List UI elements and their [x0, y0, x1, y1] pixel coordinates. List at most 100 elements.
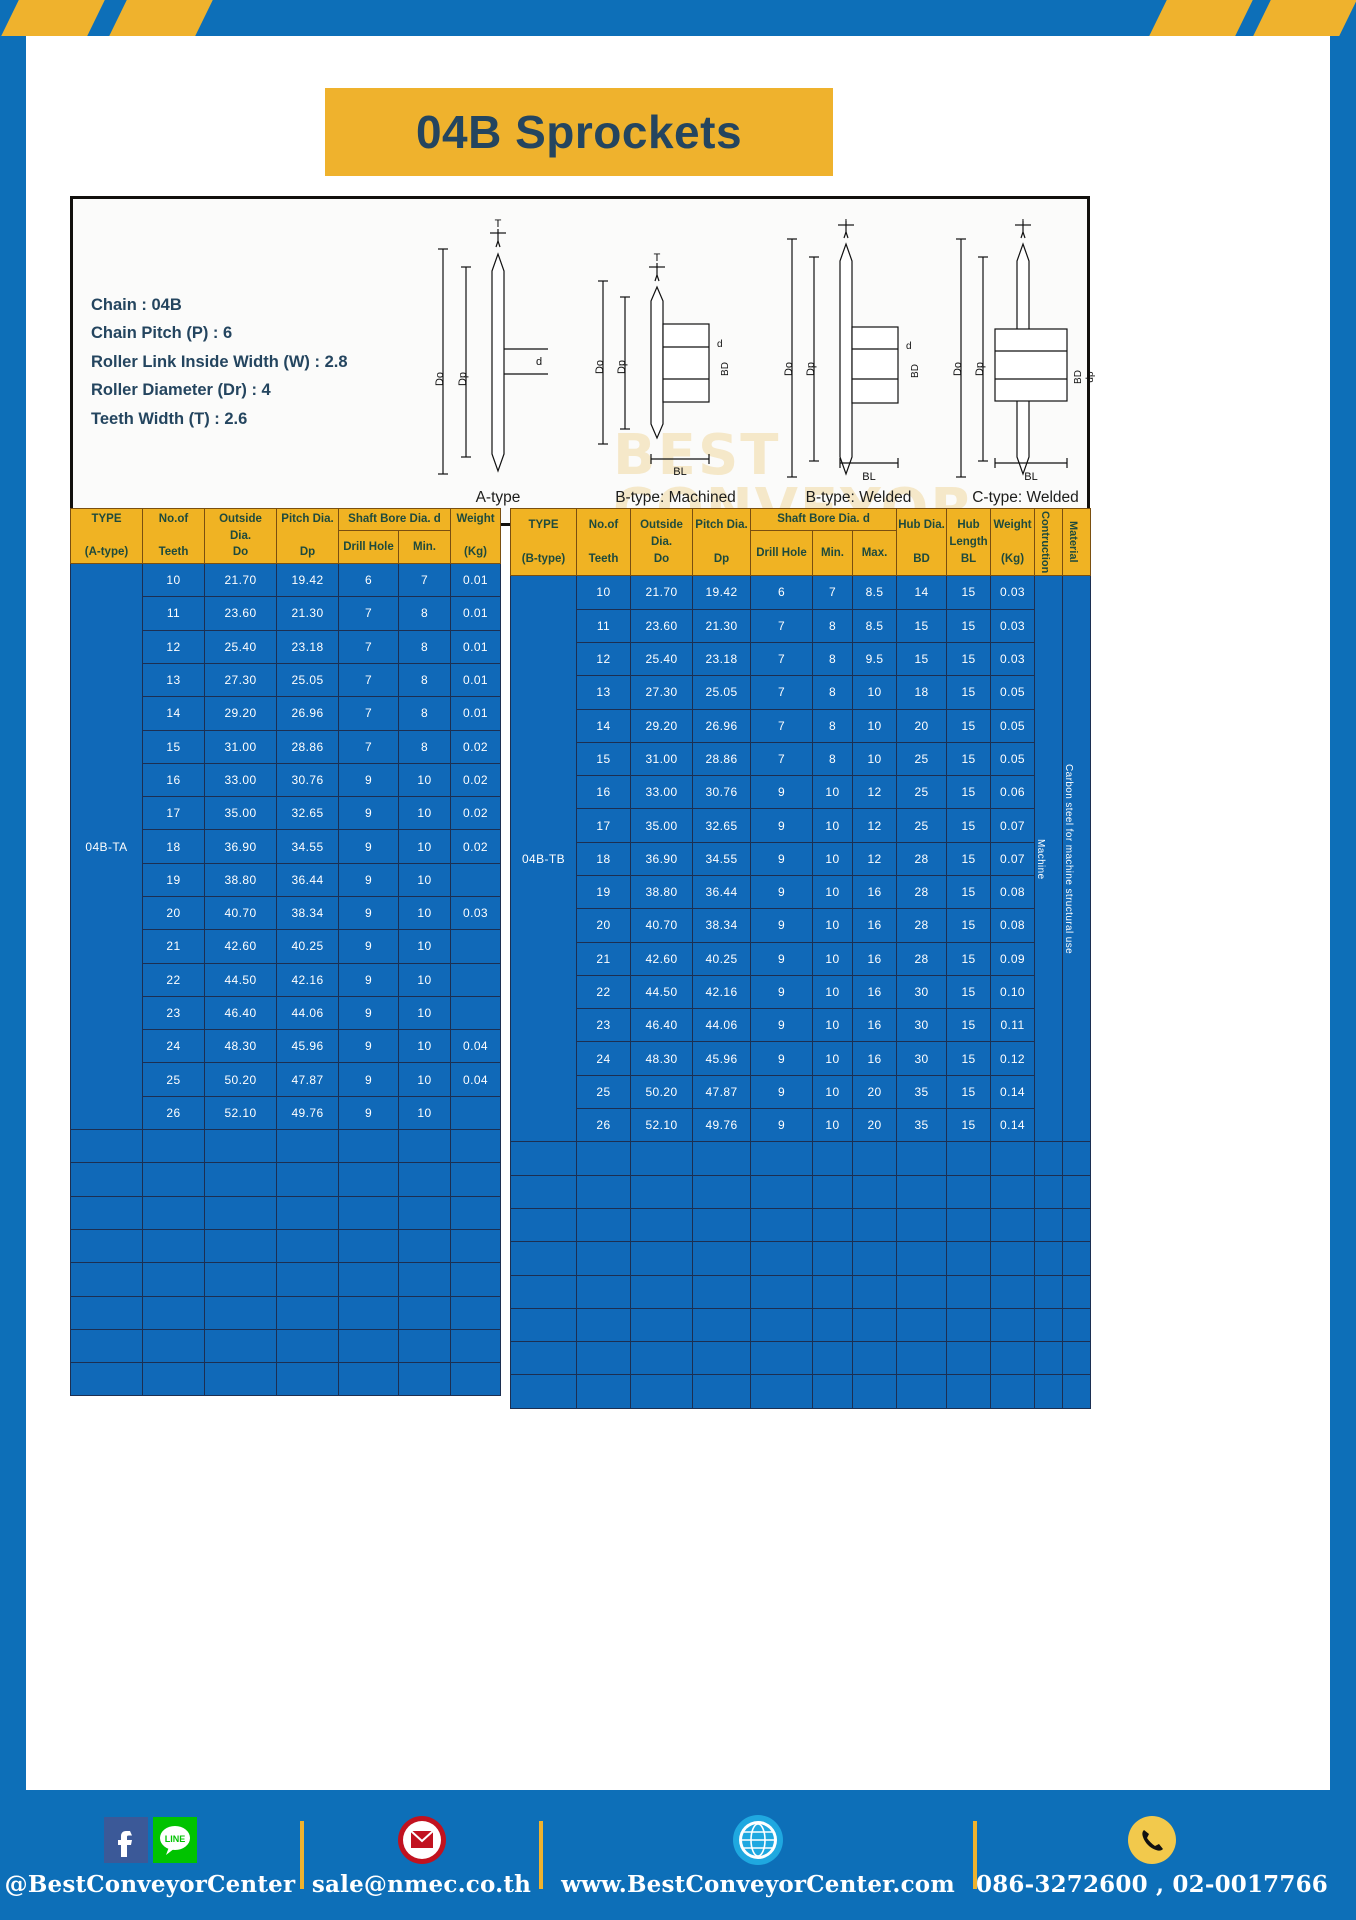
email-icon[interactable]	[396, 1814, 448, 1866]
cell-weight: 0.03	[990, 575, 1036, 610]
empty-cell	[630, 1374, 693, 1409]
spec-line: Teeth Width (T) : 2.6	[91, 409, 248, 428]
footer-item-social[interactable]: LINE @BestConveyorCenter	[0, 1813, 300, 1898]
cell-weight: 0.03	[990, 608, 1036, 643]
footer-divider	[300, 1821, 304, 1889]
cell-teeth: 19	[576, 874, 631, 910]
cell-min-: 10	[812, 874, 853, 910]
diagram-b-type-welded: Do Dp d BD T BL	[783, 219, 921, 483]
svg-text:T: T	[495, 219, 502, 230]
cell-drill-hole: 7	[750, 708, 813, 743]
empty-cell	[946, 1341, 992, 1376]
cell-bd: 35	[896, 1108, 948, 1143]
empty-cell	[812, 1241, 853, 1276]
svg-text:BD: BD	[910, 364, 921, 378]
th-teeth: No.of Teeth	[576, 507, 631, 577]
cell-dp: 38.34	[692, 908, 751, 943]
cell-bl: 15	[946, 641, 992, 677]
footer-item-phone[interactable]: 086-3272600 , 02-0017766	[976, 1813, 1328, 1898]
cell-bl: 15	[946, 575, 992, 610]
cell-drill-hole: 9	[750, 1041, 813, 1076]
facebook-icon[interactable]	[103, 1816, 148, 1863]
spec-line: Chain Pitch (P) : 6	[91, 324, 233, 343]
cell-bd: 25	[896, 741, 948, 777]
empty-cell	[276, 1262, 339, 1297]
empty-cell	[946, 1207, 992, 1243]
diagram-caption: A-type	[475, 489, 521, 506]
cell-drill-hole: 9	[338, 796, 399, 831]
empty-cell	[692, 1174, 751, 1209]
diagram-caption: B-type: Machined	[615, 489, 736, 506]
footer-item-email[interactable]: sale@nmec.co.th	[304, 1813, 539, 1898]
svg-text:BL: BL	[1024, 471, 1037, 483]
cell-weight: 0.03	[450, 895, 501, 931]
cell-dp: 38.34	[276, 895, 339, 931]
empty-cell	[398, 1262, 451, 1297]
cell-bl: 15	[946, 874, 992, 910]
cell-min-: 10	[398, 1029, 451, 1064]
cell-drill-hole: 7	[338, 696, 399, 731]
cell-dp: 25.05	[276, 662, 339, 698]
empty-cell	[450, 1162, 501, 1197]
empty-cell	[1062, 1341, 1092, 1376]
empty-cell	[398, 1195, 451, 1230]
empty-cell	[70, 1162, 143, 1197]
empty-cell	[338, 1362, 399, 1397]
contact-footer: LINE @BestConveyorCenter sale@nmec.co.th	[0, 1790, 1356, 1920]
cell-bd: 28	[896, 874, 948, 910]
cell-min-: 10	[812, 841, 853, 877]
cell-drill-hole: 9	[338, 995, 399, 1031]
cell-bd: 25	[896, 775, 948, 810]
table-row: 20 40.70 38.34 9 10 0.03	[71, 895, 501, 931]
empty-cell	[204, 1295, 277, 1330]
cell-do: 52.10	[204, 1095, 277, 1131]
empty-cell	[812, 1274, 853, 1309]
cell-dp: 26.96	[276, 696, 339, 731]
th-shaft-bore-group: Shaft Bore Dia. d	[338, 508, 451, 531]
empty-cell	[450, 1362, 501, 1397]
empty-cell	[142, 1228, 205, 1264]
footer-item-website[interactable]: www.BestConveyorCenter.com	[543, 1813, 973, 1898]
empty-cell	[1062, 1307, 1092, 1343]
empty-cell	[750, 1207, 813, 1243]
empty-cell	[576, 1274, 631, 1309]
svg-text:LINE: LINE	[164, 1834, 185, 1844]
globe-icon[interactable]	[731, 1813, 785, 1867]
cell-drill-hole: 9	[750, 941, 813, 976]
empty-cell	[338, 1262, 399, 1297]
phone-icon[interactable]	[1126, 1814, 1178, 1866]
cell-dp: 40.25	[692, 941, 751, 976]
table-row: 16 33.00 30.76 9 10 0.02	[71, 762, 501, 798]
line-icon[interactable]: LINE	[152, 1816, 197, 1863]
empty-cell	[851, 1241, 898, 1276]
table-row: 26 52.10 49.76 9 10 20 35 15 0.14	[511, 1108, 1091, 1143]
th-pitch-dia: Pitch Dia. Dp	[276, 507, 339, 565]
cell-teeth: 15	[576, 741, 631, 777]
cell-dp: 30.76	[276, 762, 339, 798]
cell-drill-hole: 9	[750, 874, 813, 910]
cell-min-: 8	[812, 641, 853, 677]
cell-dp: 26.96	[692, 708, 751, 743]
empty-cell	[1034, 1374, 1064, 1409]
empty-cell	[204, 1228, 277, 1264]
footer-label: sale@nmec.co.th	[311, 1870, 532, 1898]
empty-cell	[812, 1374, 853, 1409]
cell-min-: 8	[812, 741, 853, 777]
cell-max-: 10	[851, 675, 898, 710]
cell-weight: 0.14	[990, 1108, 1036, 1143]
empty-cell	[1062, 1141, 1092, 1176]
empty-cell	[276, 1295, 339, 1330]
empty-cell	[990, 1241, 1036, 1276]
empty-cell	[338, 1162, 399, 1197]
table-row: 11 23.60 21.30 7 8 0.01	[71, 596, 501, 631]
empty-cell	[70, 1328, 143, 1364]
table-a-body: 04B-TA 10 21.70 19.42 6 7 0.01 11 23.60 21.30 7 8 0.…	[70, 563, 501, 1397]
cell-max-: 16	[851, 941, 898, 976]
th-min: Min.	[812, 529, 853, 577]
cell-dp: 36.44	[276, 862, 339, 897]
cell-drill-hole: 9	[338, 1062, 399, 1097]
svg-text:BD: BD	[720, 362, 731, 376]
cell-max-: 20	[851, 1074, 898, 1110]
cell-dp: 45.96	[276, 1029, 339, 1064]
table-row: 26 52.10 49.76 9 10	[71, 1095, 501, 1131]
